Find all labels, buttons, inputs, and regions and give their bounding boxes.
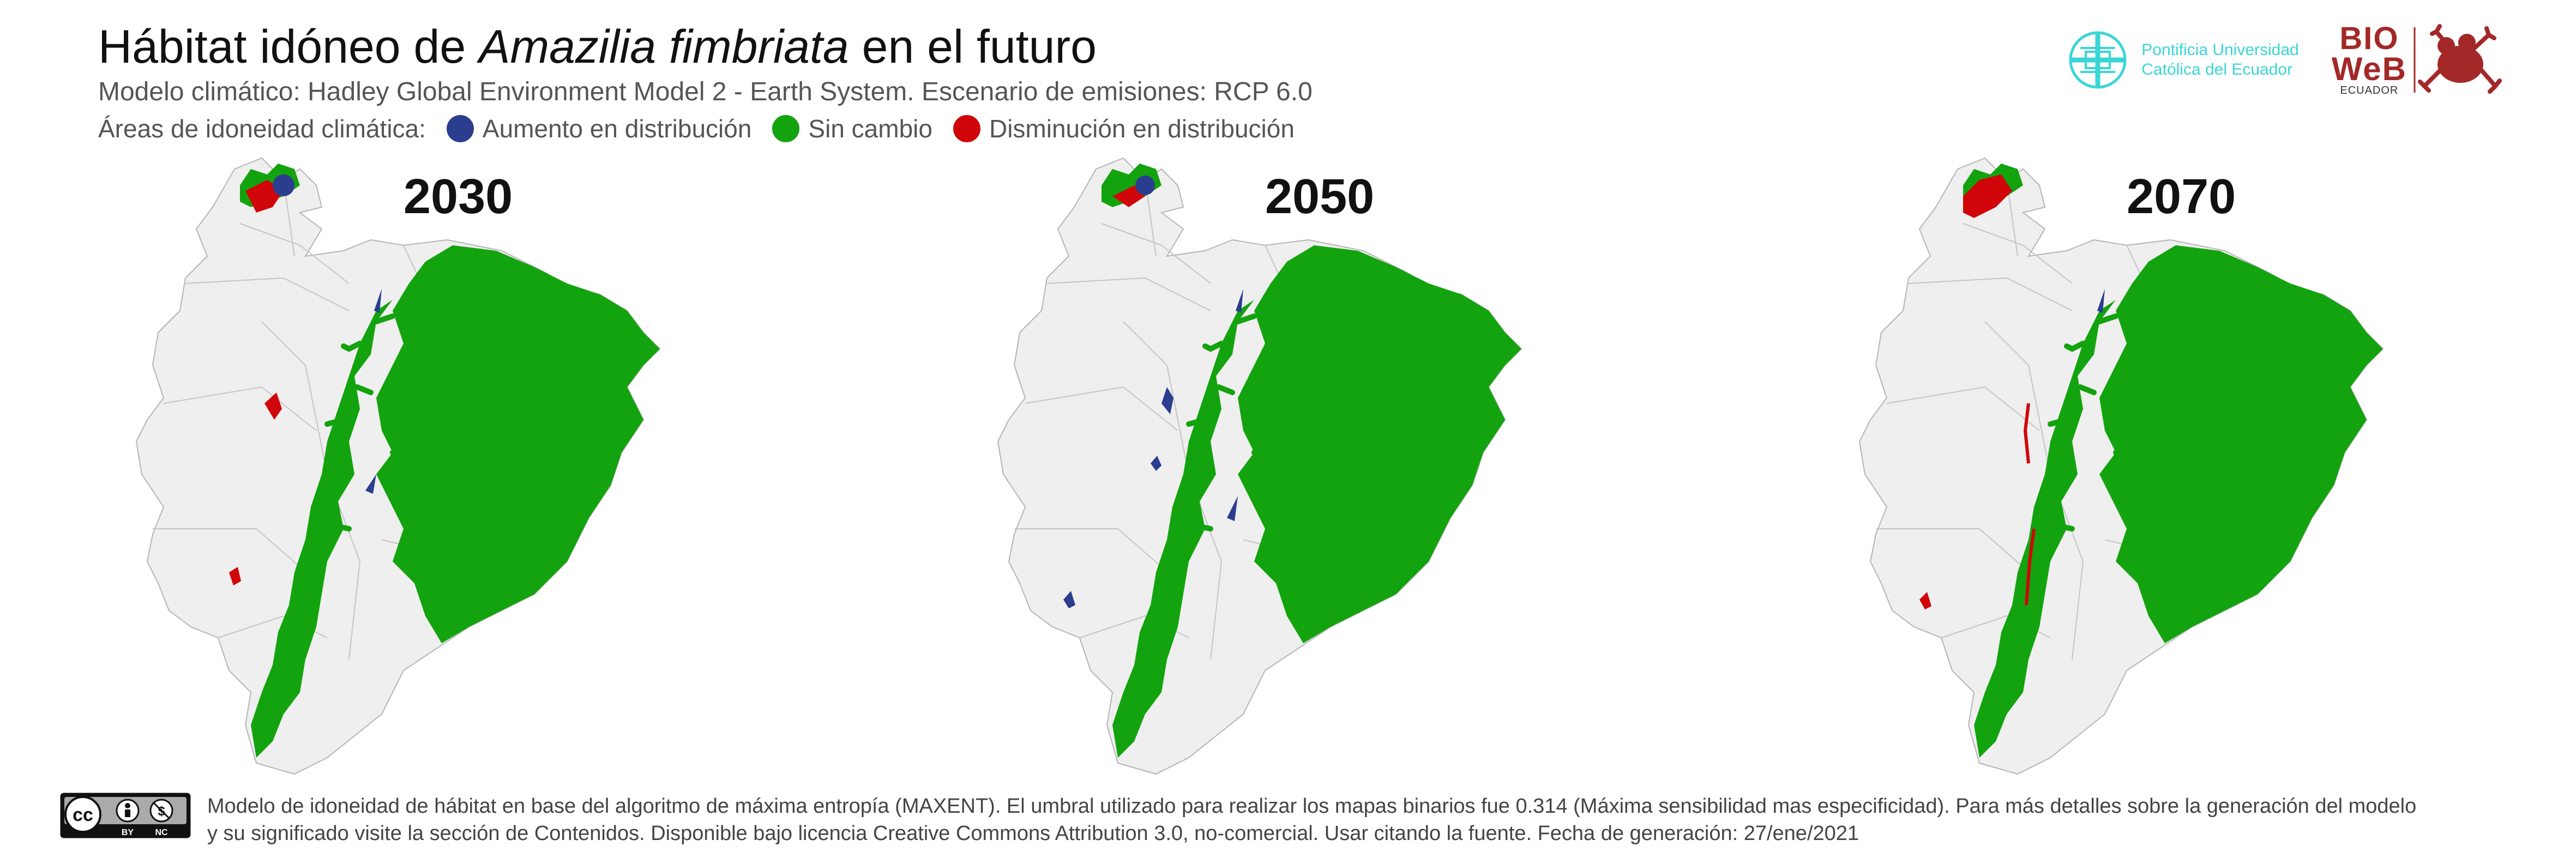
map-2070: 2070 (1843, 147, 2443, 780)
bioweb-logo[interactable]: BIO WeB ECUADOR (2332, 22, 2505, 98)
legend-label: Áreas de idoneidad climática: (98, 114, 426, 143)
increase-area-center (1161, 387, 1173, 414)
map-2030: 2030 (120, 147, 720, 780)
increase-area-andes (1236, 289, 1243, 313)
decrease-area-andes (2023, 403, 2036, 606)
ecuador-map-2030 (120, 147, 720, 780)
frog-icon (2414, 24, 2502, 94)
page-title: Hábitat idóneo de Amazilia fimbriata en … (98, 20, 1898, 74)
year-label-2030: 2030 (404, 170, 513, 224)
ecuador-map-2050 (982, 147, 1581, 780)
footer: cc $ BY NC Modelo de idoneidad de hábita… (60, 793, 2514, 847)
increase-area-coast (1063, 591, 1075, 608)
legend: Áreas de idoneidad climática: Aumento en… (98, 112, 1898, 145)
cc-by-nc-icon[interactable]: cc $ BY NC (60, 793, 191, 838)
increase-area-center-2 (1151, 456, 1161, 471)
header: Hábitat idóneo de Amazilia fimbriata en … (98, 20, 1898, 145)
decrease-area-coast (1919, 592, 1931, 609)
map-2050: 2050 (982, 147, 1581, 780)
legend-nochange-swatch (772, 115, 800, 142)
cross-shield-icon (2069, 31, 2127, 89)
decrease-area-center (264, 392, 282, 420)
puce-logo[interactable]: Pontificia Universidad Católica del Ecua… (2065, 27, 2299, 93)
increase-area-south (1227, 496, 1238, 521)
bioweb-word-bio: BIO (2339, 21, 2399, 56)
legend-decrease-swatch (953, 115, 980, 142)
logos: Pontificia Universidad Católica del Ecua… (2065, 22, 2505, 98)
cc-by-badge: BY (122, 828, 134, 837)
puce-name-line2: Católica del Ecuador (2141, 61, 2293, 78)
increase-area-south (365, 474, 376, 494)
decrease-area-north (1112, 185, 1145, 207)
footer-line-2: y su significado visite la sección de Co… (207, 822, 1859, 845)
increase-area-andes (374, 289, 382, 313)
bioweb-word-ecuador: ECUADOR (2340, 84, 2399, 96)
title-text: Hábitat idóneo de (98, 21, 479, 73)
decrease-area-coast (229, 567, 241, 585)
footer-line-1: Modelo de idoneidad de hábitat en base d… (207, 795, 2417, 818)
puce-name-line1: Pontificia Universidad (2141, 41, 2299, 59)
year-label-2070: 2070 (2127, 170, 2236, 224)
svg-text:cc: cc (73, 805, 93, 825)
legend-increase-swatch (446, 115, 474, 142)
bioweb-word-web: WeB (2331, 51, 2407, 87)
increase-area-north (273, 174, 294, 196)
footer-text: Modelo de idoneidad de hábitat en base d… (207, 793, 2416, 847)
legend-decrease-label: Disminución en distribución (989, 114, 1295, 143)
species-name: Amazilia fimbriata (479, 21, 849, 73)
year-label-2050: 2050 (1265, 170, 1375, 224)
title-text-end: en el futuro (848, 21, 1097, 73)
increase-area-north (1135, 176, 1155, 195)
increase-area-andes (2097, 289, 2105, 313)
cc-nc-badge: NC (155, 828, 168, 837)
decrease-area-north (1963, 174, 2012, 218)
legend-nochange-label: Sin cambio (808, 114, 932, 143)
legend-increase-label: Aumento en distribución (482, 114, 752, 143)
ecuador-map-2070 (1843, 147, 2443, 780)
subtitle: Modelo climático: Hadley Global Environm… (98, 77, 1313, 106)
